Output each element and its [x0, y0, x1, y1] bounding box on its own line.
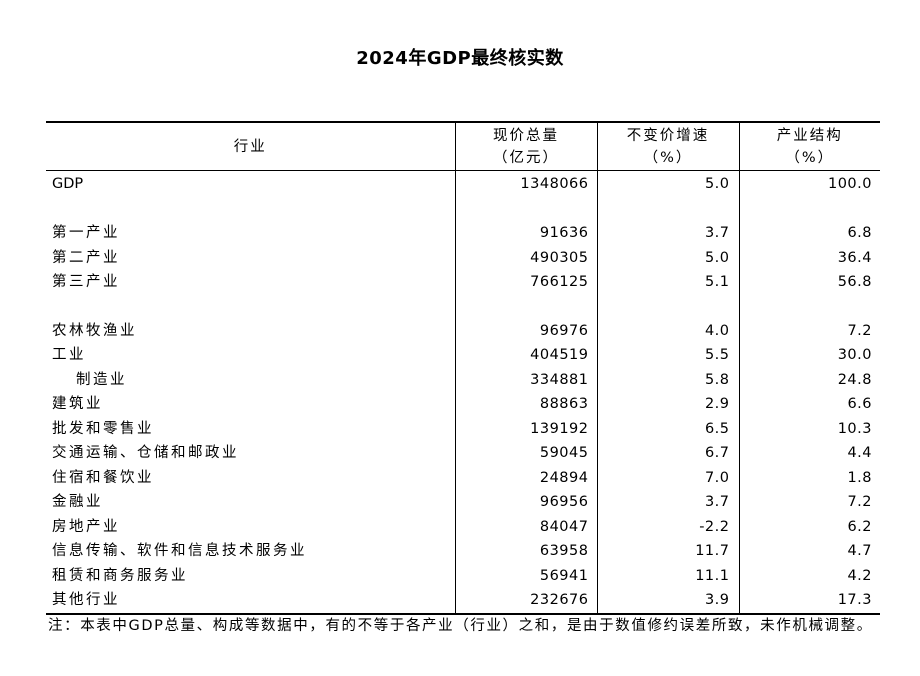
row-value: 91636: [455, 221, 598, 246]
row-name: 房地产业: [46, 514, 456, 539]
row-name: 建筑业: [46, 392, 456, 417]
table-header-row: 行业 现价总量 （亿元） 不变价增速 （%） 产业结构 （%）: [46, 122, 880, 171]
row-share: 24.8: [837, 371, 872, 388]
row-growth: 4.0: [597, 318, 740, 343]
row-value: 56941: [455, 563, 598, 588]
row-growth: 7.0: [597, 465, 740, 490]
row-share: 4.4: [847, 445, 872, 462]
table-row: 第三产业 766125 5.1 56.8: [46, 270, 880, 295]
row-name: 农林牧渔业: [46, 318, 456, 343]
spacer-row: [46, 294, 880, 319]
row-name: 第三产业: [46, 270, 456, 295]
table-row: 住宿和餐饮业 24894 7.0 1.8: [46, 465, 880, 490]
row-value: 96976: [455, 318, 598, 343]
row-share: 4.7: [847, 543, 872, 560]
table-row: 工业 404519 5.5 30.0: [46, 343, 880, 368]
row-growth: 5.0: [597, 170, 740, 197]
row-name: 第一产业: [46, 221, 456, 246]
row-name: 工业: [46, 343, 456, 368]
row-name: 住宿和餐饮业: [46, 465, 456, 490]
row-growth: 5.1: [597, 270, 740, 295]
row-share: 100.0: [827, 176, 872, 192]
row-growth: 11.7: [597, 539, 740, 564]
row-name: 交通运输、仓储和邮政业: [46, 441, 456, 466]
row-growth: 6.7: [597, 441, 740, 466]
row-name: 信息传输、软件和信息技术服务业: [46, 539, 456, 564]
row-growth: 5.5: [597, 343, 740, 368]
row-name: 其他行业: [46, 588, 456, 614]
row-growth: -2.2: [597, 514, 740, 539]
gdp-table: 行业 现价总量 （亿元） 不变价增速 （%） 产业结构 （%） GDP 1348066…: [46, 121, 880, 615]
row-growth: 5.0: [597, 245, 740, 270]
table-row: 农林牧渔业 96976 4.0 7.2: [46, 318, 880, 343]
table-row: GDP 1348066 5.0 100.0: [46, 170, 880, 197]
row-share: 10.3: [837, 420, 872, 437]
row-value: 490305: [455, 245, 598, 270]
row-growth: 6.5: [597, 416, 740, 441]
spacer-row: [46, 197, 880, 221]
row-share: 7.2: [847, 322, 872, 339]
row-name: 制造业: [46, 367, 456, 392]
row-value: 139192: [455, 416, 598, 441]
header-industry: 行业: [46, 122, 456, 171]
page-title: 2024年GDP最终核实数: [356, 48, 564, 69]
row-value: 59045: [455, 441, 598, 466]
row-value: 1348066: [455, 170, 598, 197]
row-growth: 3.9: [597, 588, 740, 614]
header-growth-rate: 不变价增速 （%）: [597, 122, 740, 171]
table-row: 租赁和商务服务业 56941 11.1 4.2: [46, 563, 880, 588]
row-share: 1.8: [847, 469, 872, 486]
row-growth: 2.9: [597, 392, 740, 417]
row-name: 第二产业: [46, 245, 456, 270]
row-value: 334881: [455, 367, 598, 392]
row-share: 6.2: [847, 518, 872, 535]
row-growth: 11.1: [597, 563, 740, 588]
table-row: 制造业 334881 5.8 24.8: [46, 367, 880, 392]
row-growth: 3.7: [597, 490, 740, 515]
row-value: 24894: [455, 465, 598, 490]
row-share: 7.2: [847, 494, 872, 511]
row-name: GDP: [46, 170, 456, 197]
row-share: 17.3: [837, 592, 872, 609]
table-row: 金融业 96956 3.7 7.2: [46, 490, 880, 515]
row-share: 30.0: [837, 347, 872, 364]
row-name: 租赁和商务服务业: [46, 563, 456, 588]
table-footnote: 注：本表中GDP总量、构成等数据中，有的不等于各产业（行业）之和，是由于数值修约…: [48, 618, 873, 634]
table-row: 信息传输、软件和信息技术服务业 63958 11.7 4.7: [46, 539, 880, 564]
row-share: 56.8: [837, 274, 872, 291]
row-value: 766125: [455, 270, 598, 295]
row-value: 63958: [455, 539, 598, 564]
table-row: 第一产业 91636 3.7 6.8: [46, 221, 880, 246]
table-row: 房地产业 84047 -2.2 6.2: [46, 514, 880, 539]
row-value: 84047: [455, 514, 598, 539]
row-growth: 3.7: [597, 221, 740, 246]
header-structure: 产业结构 （%）: [776, 127, 843, 166]
table-row: 其他行业 232676 3.9 17.3: [46, 588, 880, 614]
row-value: 404519: [455, 343, 598, 368]
row-value: 232676: [455, 588, 598, 614]
row-share: 6.6: [847, 396, 872, 413]
row-share: 6.8: [847, 225, 872, 242]
row-name: 金融业: [46, 490, 456, 515]
row-name: 批发和零售业: [46, 416, 456, 441]
table-row: 建筑业 88863 2.9 6.6: [46, 392, 880, 417]
header-current-value: 现价总量 （亿元）: [455, 122, 598, 171]
row-value: 96956: [455, 490, 598, 515]
row-share: 36.4: [837, 249, 872, 266]
table-row: 交通运输、仓储和邮政业 59045 6.7 4.4: [46, 441, 880, 466]
row-growth: 5.8: [597, 367, 740, 392]
row-value: 88863: [455, 392, 598, 417]
table-row: 批发和零售业 139192 6.5 10.3: [46, 416, 880, 441]
row-share: 4.2: [847, 567, 872, 584]
table-row: 第二产业 490305 5.0 36.4: [46, 245, 880, 270]
